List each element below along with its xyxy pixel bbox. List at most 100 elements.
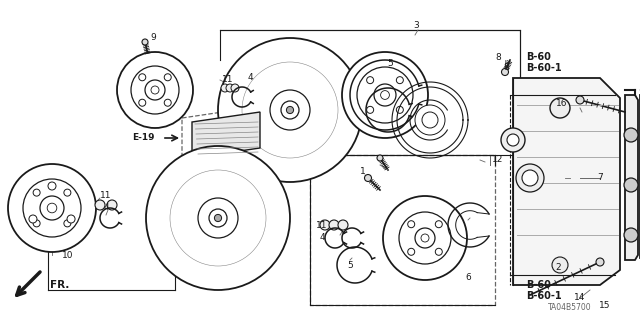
Circle shape bbox=[131, 66, 179, 114]
Circle shape bbox=[501, 128, 525, 152]
Circle shape bbox=[256, 76, 324, 144]
Circle shape bbox=[146, 146, 290, 290]
Circle shape bbox=[244, 65, 335, 155]
Circle shape bbox=[377, 155, 383, 161]
Circle shape bbox=[367, 77, 374, 84]
Circle shape bbox=[164, 74, 172, 81]
Circle shape bbox=[365, 174, 371, 182]
Circle shape bbox=[287, 107, 294, 114]
Circle shape bbox=[218, 38, 362, 182]
Circle shape bbox=[552, 257, 568, 273]
Text: 12: 12 bbox=[492, 155, 504, 165]
Circle shape bbox=[29, 215, 37, 223]
Circle shape bbox=[139, 74, 146, 81]
Circle shape bbox=[164, 99, 172, 106]
Circle shape bbox=[262, 82, 319, 138]
Circle shape bbox=[381, 91, 389, 100]
Circle shape bbox=[64, 220, 71, 227]
Text: 1: 1 bbox=[360, 167, 366, 176]
Circle shape bbox=[117, 52, 193, 128]
Circle shape bbox=[8, 164, 96, 252]
Circle shape bbox=[242, 62, 338, 158]
Circle shape bbox=[415, 228, 435, 248]
Circle shape bbox=[142, 39, 148, 45]
Circle shape bbox=[226, 84, 234, 92]
Circle shape bbox=[502, 69, 509, 76]
Circle shape bbox=[399, 212, 451, 264]
Polygon shape bbox=[513, 78, 620, 285]
Circle shape bbox=[624, 128, 638, 142]
Text: 15: 15 bbox=[599, 300, 611, 309]
Text: B-60-1: B-60-1 bbox=[526, 63, 562, 73]
Circle shape bbox=[145, 80, 165, 100]
Circle shape bbox=[64, 189, 71, 196]
Polygon shape bbox=[625, 95, 638, 260]
Circle shape bbox=[374, 84, 396, 106]
Circle shape bbox=[95, 200, 105, 210]
Circle shape bbox=[596, 258, 604, 266]
Circle shape bbox=[516, 164, 544, 192]
Circle shape bbox=[383, 196, 467, 280]
Circle shape bbox=[329, 220, 339, 230]
Text: TA04B5700: TA04B5700 bbox=[548, 303, 592, 313]
Text: 11: 11 bbox=[100, 190, 112, 199]
Circle shape bbox=[357, 67, 413, 123]
Circle shape bbox=[367, 106, 374, 113]
Circle shape bbox=[250, 70, 330, 150]
Circle shape bbox=[435, 221, 442, 228]
Text: 4: 4 bbox=[247, 73, 253, 83]
Text: B-60: B-60 bbox=[526, 52, 551, 62]
Circle shape bbox=[33, 189, 40, 196]
Circle shape bbox=[268, 87, 313, 133]
Circle shape bbox=[23, 179, 81, 237]
Circle shape bbox=[170, 170, 266, 266]
Text: 5: 5 bbox=[347, 261, 353, 270]
Circle shape bbox=[179, 178, 258, 258]
Circle shape bbox=[181, 181, 255, 255]
Text: 14: 14 bbox=[574, 293, 586, 302]
Circle shape bbox=[195, 195, 241, 241]
Circle shape bbox=[107, 200, 117, 210]
Circle shape bbox=[624, 178, 638, 192]
Text: 2: 2 bbox=[555, 263, 561, 272]
Circle shape bbox=[408, 248, 415, 255]
Circle shape bbox=[270, 90, 310, 130]
Circle shape bbox=[396, 77, 403, 84]
Text: E-19: E-19 bbox=[132, 133, 155, 143]
Circle shape bbox=[338, 220, 348, 230]
Polygon shape bbox=[192, 112, 260, 158]
Circle shape bbox=[422, 112, 438, 128]
Circle shape bbox=[184, 184, 252, 252]
Circle shape bbox=[408, 221, 415, 228]
Circle shape bbox=[550, 98, 570, 118]
Text: B-60-1: B-60-1 bbox=[526, 291, 562, 301]
Circle shape bbox=[281, 101, 299, 119]
Text: 6: 6 bbox=[465, 273, 471, 283]
Circle shape bbox=[435, 248, 442, 255]
Text: 11: 11 bbox=[316, 220, 328, 229]
Circle shape bbox=[189, 189, 246, 246]
Circle shape bbox=[253, 73, 327, 147]
Text: B-60: B-60 bbox=[526, 280, 551, 290]
Circle shape bbox=[415, 105, 445, 135]
Circle shape bbox=[231, 84, 239, 92]
Circle shape bbox=[40, 196, 64, 220]
Text: 4: 4 bbox=[103, 204, 109, 212]
Circle shape bbox=[576, 96, 584, 104]
Circle shape bbox=[270, 90, 310, 130]
Circle shape bbox=[507, 134, 519, 146]
Circle shape bbox=[421, 234, 429, 242]
Text: 8: 8 bbox=[495, 53, 501, 62]
Circle shape bbox=[198, 198, 238, 238]
Circle shape bbox=[624, 228, 638, 242]
Text: 5: 5 bbox=[387, 58, 393, 68]
Circle shape bbox=[139, 99, 146, 106]
Circle shape bbox=[342, 52, 428, 138]
Circle shape bbox=[320, 220, 330, 230]
Text: 8: 8 bbox=[503, 63, 509, 72]
Circle shape bbox=[187, 187, 249, 249]
Circle shape bbox=[209, 209, 227, 227]
Circle shape bbox=[198, 198, 238, 238]
Circle shape bbox=[48, 182, 56, 190]
Circle shape bbox=[67, 215, 75, 223]
